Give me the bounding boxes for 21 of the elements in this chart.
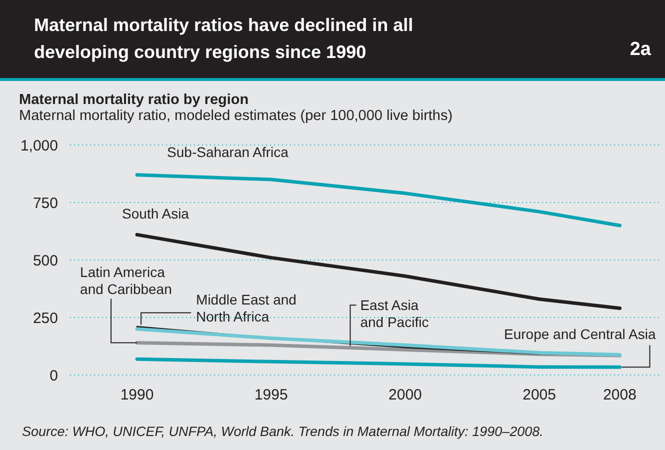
text: Latin America and Caribbean bbox=[80, 264, 172, 297]
chart-title: Maternal mortality ratios have declined in all developing country regions since 1990 bbox=[34, 14, 414, 64]
y-tick-label: 750 bbox=[32, 194, 58, 212]
chart-subtitle: Maternal mortality ratio by region bbox=[19, 92, 249, 108]
series-label: Middle East and North Africa bbox=[196, 292, 296, 325]
y-tick-label: 500 bbox=[32, 252, 58, 270]
x-tick-label: 2000 bbox=[388, 386, 422, 404]
x-tick-label: 2008 bbox=[603, 386, 636, 404]
source-note: Source: WHO, UNICEF, UNFPA, World Bank. Trends in Maternal Mortality: 1990–2008. bbox=[22, 424, 544, 439]
y-tick-label: 0 bbox=[50, 367, 58, 384]
y-axis-title: Maternal mortality ratio, modeled estimates (per 100,000 live births) bbox=[19, 108, 453, 124]
series-label: East Asia and Pacific bbox=[360, 297, 429, 330]
text: 2a bbox=[630, 39, 651, 61]
x-tick-label: 2005 bbox=[522, 386, 556, 404]
series-label: South Asia bbox=[122, 206, 190, 222]
y-tick-label: 250 bbox=[32, 310, 58, 327]
series-label: Sub-Saharan Africa bbox=[167, 144, 289, 160]
x-tick-label: 1990 bbox=[120, 386, 154, 404]
y-tick-label: 1,000 bbox=[20, 137, 58, 154]
series-label: Europe and Central Asia bbox=[504, 326, 656, 342]
x-tick-label: 1995 bbox=[254, 386, 288, 404]
